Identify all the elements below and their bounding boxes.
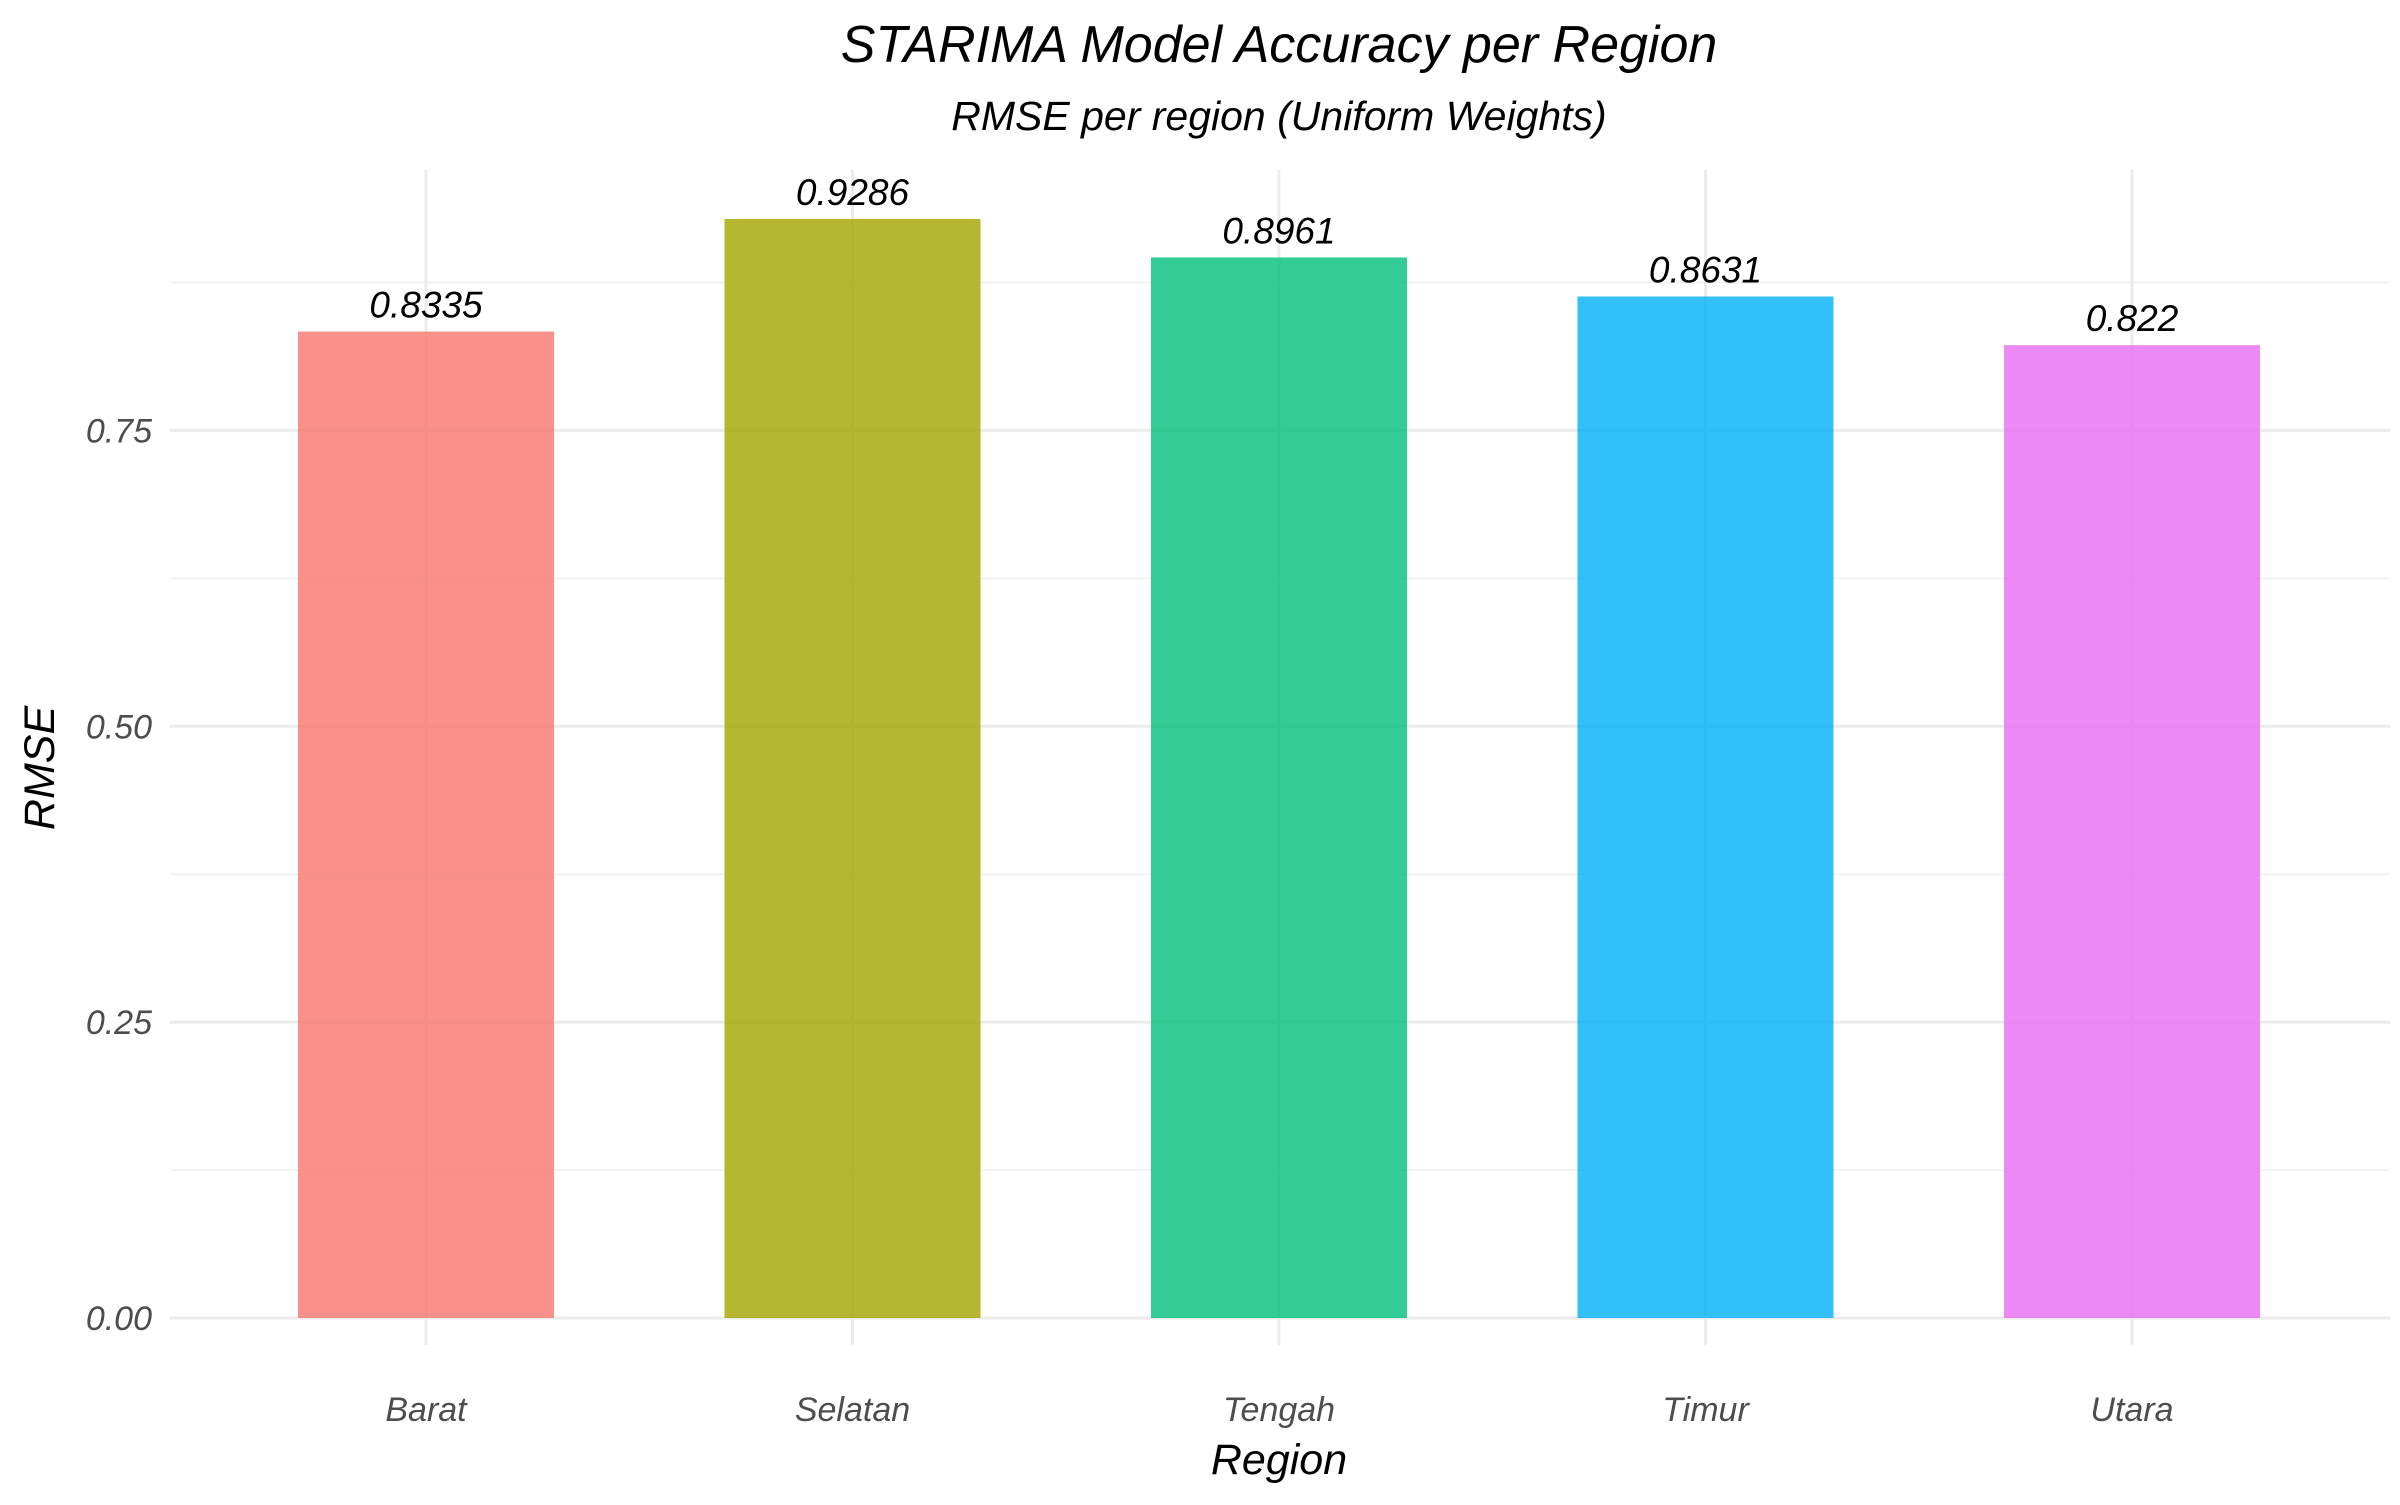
chart-title: STARIMA Model Accuracy per Region [841,16,1718,74]
data-label-selatan: 0.9286 [796,172,910,213]
data-label-barat: 0.8335 [369,285,483,326]
data-label-timur: 0.8631 [1649,250,1762,291]
bar-tengah [1151,257,1407,1319]
chart-subtitle: RMSE per region (Uniform Weights) [951,93,1606,139]
y-tick-label: 0.00 [86,1300,152,1338]
data-labels-layer: 0.8335 0.9286 0.8961 0.8631 0.822 [369,172,2178,339]
x-tick-label-tengah: Tengah [1223,1391,1335,1429]
x-tick-label-barat: Barat [385,1391,468,1429]
x-tick-label-utara: Utara [2090,1391,2173,1429]
y-tick-label: 0.75 [86,412,152,450]
bar-utara [2004,345,2260,1319]
bar-barat [298,331,554,1319]
y-axis-title: RMSE [16,705,64,831]
data-label-tengah: 0.8961 [1222,210,1335,251]
bars-layer [298,219,2260,1319]
x-axis-title: Region [1211,1436,1347,1484]
y-tick-label: 0.25 [86,1004,152,1042]
y-tick-label: 0.50 [86,708,152,746]
bar-selatan [724,219,981,1318]
bar-timur [1577,296,1834,1319]
y-axis: 0.00 0.25 0.50 0.75 [86,412,152,1338]
x-tick-label-selatan: Selatan [795,1391,910,1429]
x-tick-label-timur: Timur [1662,1391,1750,1429]
data-label-utara: 0.822 [2086,298,2179,339]
x-axis: Barat Selatan Tengah Timur Utara [385,1391,2173,1429]
